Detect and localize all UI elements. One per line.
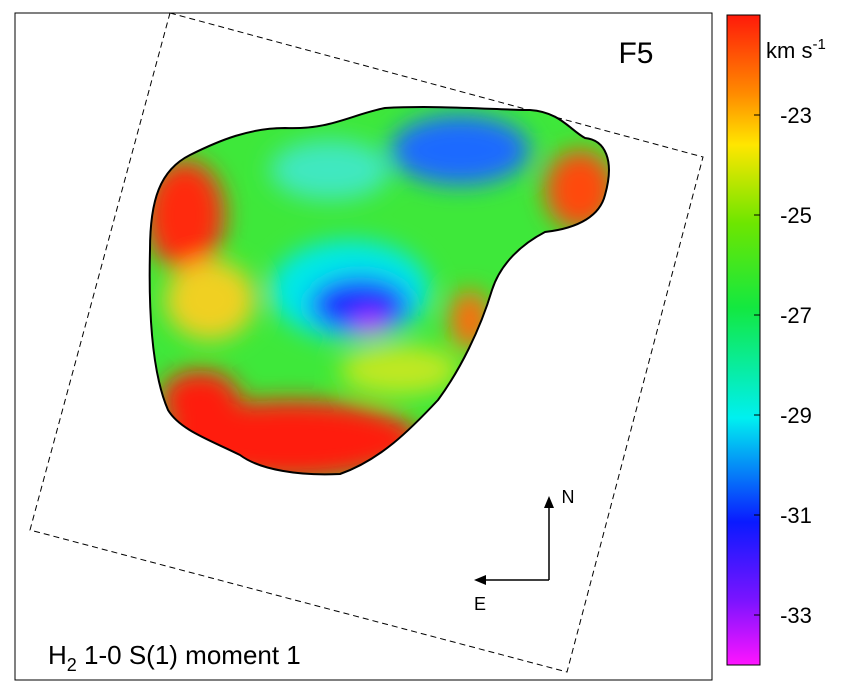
colorbar xyxy=(726,14,761,666)
field-of-view xyxy=(29,12,704,673)
caption-subscript: 2 xyxy=(67,655,77,675)
colorbar-tick-label: -29 xyxy=(780,403,812,428)
colorbar-unit: km s-1 xyxy=(766,36,826,63)
north-label: N xyxy=(562,487,575,507)
caption-main: H xyxy=(48,640,67,670)
panel-label: F5 xyxy=(618,37,653,70)
region-outline xyxy=(148,106,610,476)
colorbar-tick-label: -25 xyxy=(780,203,812,228)
arrow-head xyxy=(474,575,486,585)
velocity-map xyxy=(149,107,609,475)
caption-rest: 1-0 S(1) moment 1 xyxy=(77,640,301,670)
colorbar-tick-label: -33 xyxy=(780,603,812,628)
colorbar-tick-label: -31 xyxy=(780,503,812,528)
compass: N E xyxy=(474,487,575,614)
unit-superscript: -1 xyxy=(812,36,825,53)
unit-main: km s xyxy=(766,38,812,63)
east-label: E xyxy=(474,594,486,614)
colorbar-tick-label: -23 xyxy=(780,103,812,128)
caption: H2 1-0 S(1) moment 1 xyxy=(48,640,301,675)
arrow-head xyxy=(544,496,554,508)
colorbar-tick-label: -27 xyxy=(780,303,812,328)
